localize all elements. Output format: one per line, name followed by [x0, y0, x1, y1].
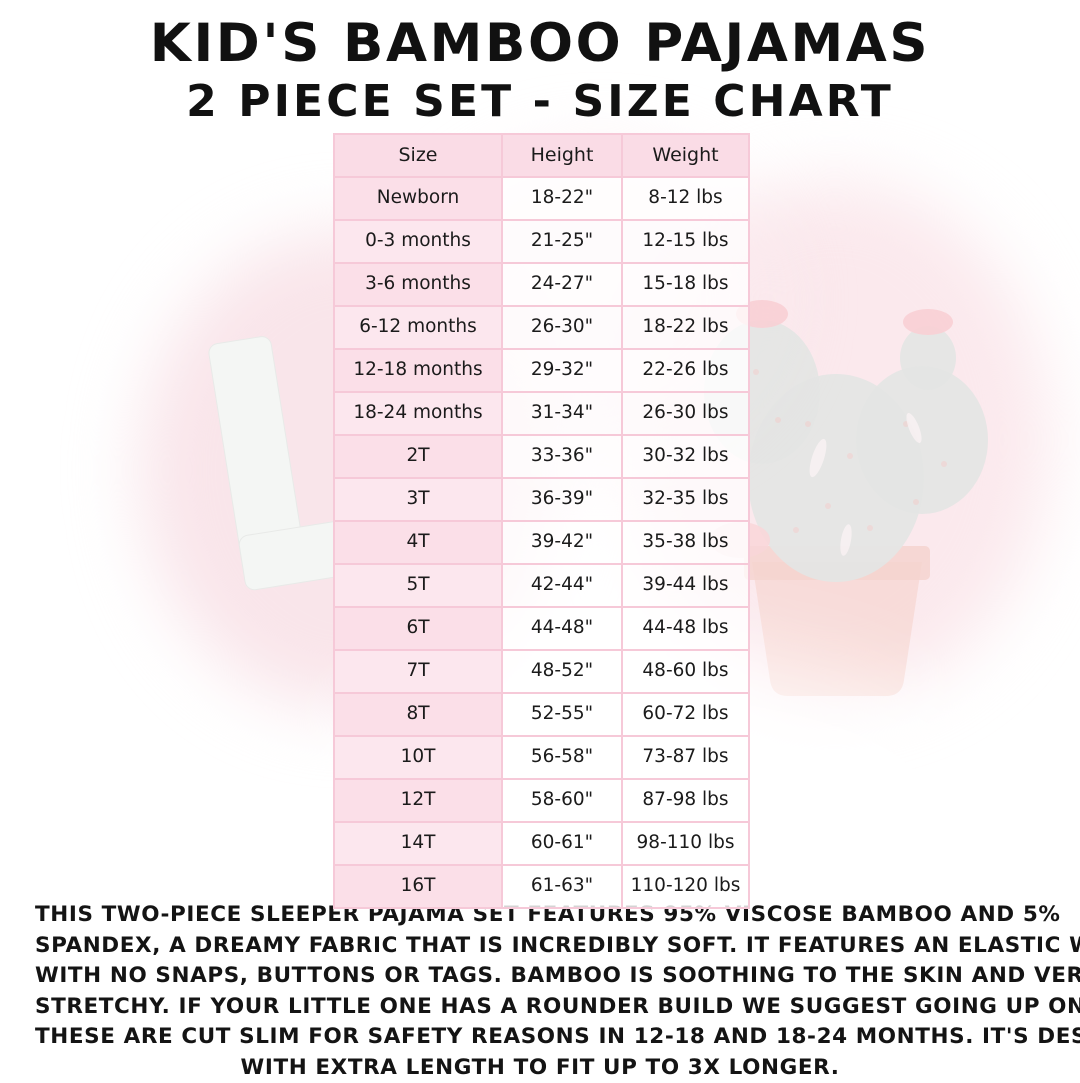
table-row: 7T 48-52" 48-60 lbs [333, 649, 750, 694]
cell-weight: 8-12 lbs [621, 176, 750, 221]
table-row: 0-3 months 21-25" 12-15 lbs [333, 219, 750, 264]
cell-size: 3-6 months [333, 262, 503, 307]
watermark-letter-stem [207, 334, 307, 576]
size-chart-table: Size Height Weight Newborn 18-22" 8-12 lbs… [333, 133, 750, 909]
table-body: Newborn 18-22" 8-12 lbs 0-3 months 21-25" 12-… [333, 176, 750, 909]
cell-size: Newborn [333, 176, 503, 221]
page-header: KID'S BAMBOO PAJAMAS 2 PIECE SET - SIZE … [0, 0, 1080, 128]
watermark-cactus-icon [704, 300, 988, 696]
column-header-weight: Weight [621, 133, 750, 178]
table-row: 3-6 months 24-27" 15-18 lbs [333, 262, 750, 307]
cell-weight: 44-48 lbs [621, 606, 750, 651]
cell-weight: 15-18 lbs [621, 262, 750, 307]
table-row: 8T 52-55" 60-72 lbs [333, 692, 750, 737]
description-line: WITH NO SNAPS, BUTTONS OR TAGS. BAMBOO I… [35, 963, 1080, 989]
cell-weight: 39-44 lbs [621, 563, 750, 608]
cell-height: 33-36" [501, 434, 623, 479]
cell-height: 44-48" [501, 606, 623, 651]
cell-height: 58-60" [501, 778, 623, 823]
cell-height: 26-30" [501, 305, 623, 350]
cell-weight: 18-22 lbs [621, 305, 750, 350]
cell-weight: 110-120 lbs [621, 864, 750, 909]
cell-height: 36-39" [501, 477, 623, 522]
table-row: 3T 36-39" 32-35 lbs [333, 477, 750, 522]
description-line: WITH EXTRA LENGTH TO FIT UP TO 3X LONGER… [240, 1054, 840, 1080]
cell-size: 2T [333, 434, 503, 479]
cell-weight: 32-35 lbs [621, 477, 750, 522]
cell-height: 61-63" [501, 864, 623, 909]
size-chart-container: Size Height Weight Newborn 18-22" 8-12 lbs… [333, 133, 750, 909]
table-row: 16T 61-63" 110-120 lbs [333, 864, 750, 909]
cell-size: 18-24 months [333, 391, 503, 436]
cell-weight: 26-30 lbs [621, 391, 750, 436]
cell-size: 4T [333, 520, 503, 565]
page-subtitle: 2 PIECE SET - SIZE CHART [186, 76, 894, 128]
table-row: 6-12 months 26-30" 18-22 lbs [333, 305, 750, 350]
table-row: 4T 39-42" 35-38 lbs [333, 520, 750, 565]
cell-size: 6-12 months [333, 305, 503, 350]
cell-weight: 30-32 lbs [621, 434, 750, 479]
cell-size: 12T [333, 778, 503, 823]
cell-height: 52-55" [501, 692, 623, 737]
cell-weight: 73-87 lbs [621, 735, 750, 780]
column-header-height: Height [501, 133, 623, 178]
watermark-letter-l-icon [207, 330, 359, 592]
cell-size: 6T [333, 606, 503, 651]
cell-size: 7T [333, 649, 503, 694]
cell-height: 18-22" [501, 176, 623, 221]
cell-size: 3T [333, 477, 503, 522]
cell-height: 56-58" [501, 735, 623, 780]
cell-height: 42-44" [501, 563, 623, 608]
product-description: THIS TWO-PIECE SLEEPER PAJAMA SET FEATUR… [35, 900, 1080, 1083]
cell-height: 21-25" [501, 219, 623, 264]
cell-size: 8T [333, 692, 503, 737]
cell-size: 14T [333, 821, 503, 866]
table-row: 10T 56-58" 73-87 lbs [333, 735, 750, 780]
table-row: 18-24 months 31-34" 26-30 lbs [333, 391, 750, 436]
cell-weight: 22-26 lbs [621, 348, 750, 393]
cell-size: 16T [333, 864, 503, 909]
table-row: 12-18 months 29-32" 22-26 lbs [333, 348, 750, 393]
table-header-row: Size Height Weight [333, 133, 750, 178]
description-line: STRETCHY. IF YOUR LITTLE ONE HAS A ROUND… [35, 993, 1080, 1019]
cell-size: 10T [333, 735, 503, 780]
table-header: Size Height Weight [333, 133, 750, 178]
cell-height: 39-42" [501, 520, 623, 565]
cell-height: 48-52" [501, 649, 623, 694]
description-line: SPANDEX, A DREAMY FABRIC THAT IS INCREDI… [35, 932, 1080, 958]
cell-weight: 60-72 lbs [621, 692, 750, 737]
column-header-size: Size [333, 133, 503, 178]
cell-weight: 12-15 lbs [621, 219, 750, 264]
cell-height: 24-27" [501, 262, 623, 307]
cell-height: 29-32" [501, 348, 623, 393]
cell-size: 0-3 months [333, 219, 503, 264]
cell-size: 5T [333, 563, 503, 608]
table-row: 2T 33-36" 30-32 lbs [333, 434, 750, 479]
description-line: THESE ARE CUT SLIM FOR SAFETY REASONS IN… [35, 1024, 1080, 1050]
cell-weight: 35-38 lbs [621, 520, 750, 565]
table-row: 6T 44-48" 44-48 lbs [333, 606, 750, 651]
cell-weight: 98-110 lbs [621, 821, 750, 866]
cell-weight: 87-98 lbs [621, 778, 750, 823]
cell-size: 12-18 months [333, 348, 503, 393]
cell-height: 60-61" [501, 821, 623, 866]
table-row: Newborn 18-22" 8-12 lbs [333, 176, 750, 221]
cell-weight: 48-60 lbs [621, 649, 750, 694]
table-row: 5T 42-44" 39-44 lbs [333, 563, 750, 608]
table-row: 14T 60-61" 98-110 lbs [333, 821, 750, 866]
cell-height: 31-34" [501, 391, 623, 436]
table-row: 12T 58-60" 87-98 lbs [333, 778, 750, 823]
page-title: KID'S BAMBOO PAJAMAS [149, 13, 931, 74]
